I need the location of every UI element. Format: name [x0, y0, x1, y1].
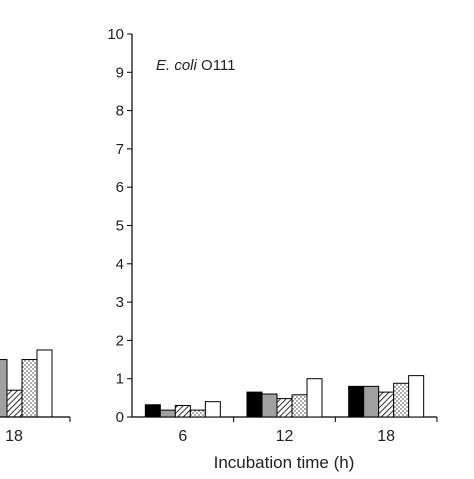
- bar: [306, 378, 323, 418]
- y-tick-label: 4: [116, 256, 124, 273]
- x-tick-label: 18: [377, 428, 395, 445]
- left-panel-tick-label: 18: [5, 428, 23, 445]
- left-panel-bar: [6, 389, 23, 418]
- left-panel-bar: [36, 349, 53, 418]
- partial-left-panel: 18: [0, 349, 71, 445]
- left-panel-bar: [0, 359, 8, 418]
- bar: [363, 385, 380, 418]
- bar: [408, 375, 425, 418]
- x-axis-label: Incubation time (h): [214, 453, 355, 472]
- annotation-normal: O111: [197, 57, 236, 74]
- bar: [204, 401, 221, 418]
- chart-annotation: E. coli O111: [156, 57, 236, 74]
- y-tick-label: 6: [116, 179, 124, 196]
- bar: [174, 405, 191, 418]
- y-tick-label: 10: [107, 26, 124, 43]
- bar: [144, 404, 161, 418]
- y-tick-label: 1: [116, 371, 124, 388]
- bar: [189, 409, 206, 418]
- x-tick-label: 6: [178, 428, 187, 445]
- annotation-italic: E. coli: [156, 57, 198, 74]
- bar: [159, 409, 176, 418]
- y-tick-label: 7: [116, 141, 124, 158]
- y-tick-label: 5: [116, 218, 124, 235]
- left-panel-bar: [21, 359, 38, 418]
- bar: [291, 394, 308, 418]
- y-tick-label: 0: [116, 409, 124, 426]
- y-tick-label: 8: [116, 103, 124, 120]
- bar: [261, 393, 278, 418]
- bar: [276, 398, 293, 418]
- y-tick-label: 9: [116, 64, 124, 81]
- bar: [393, 382, 410, 418]
- bar: [348, 385, 365, 418]
- bar: [246, 391, 263, 418]
- bar: [378, 391, 395, 418]
- y-tick-label: 2: [116, 332, 124, 349]
- x-tick-label: 12: [276, 428, 294, 445]
- y-tick-label: 3: [116, 294, 124, 311]
